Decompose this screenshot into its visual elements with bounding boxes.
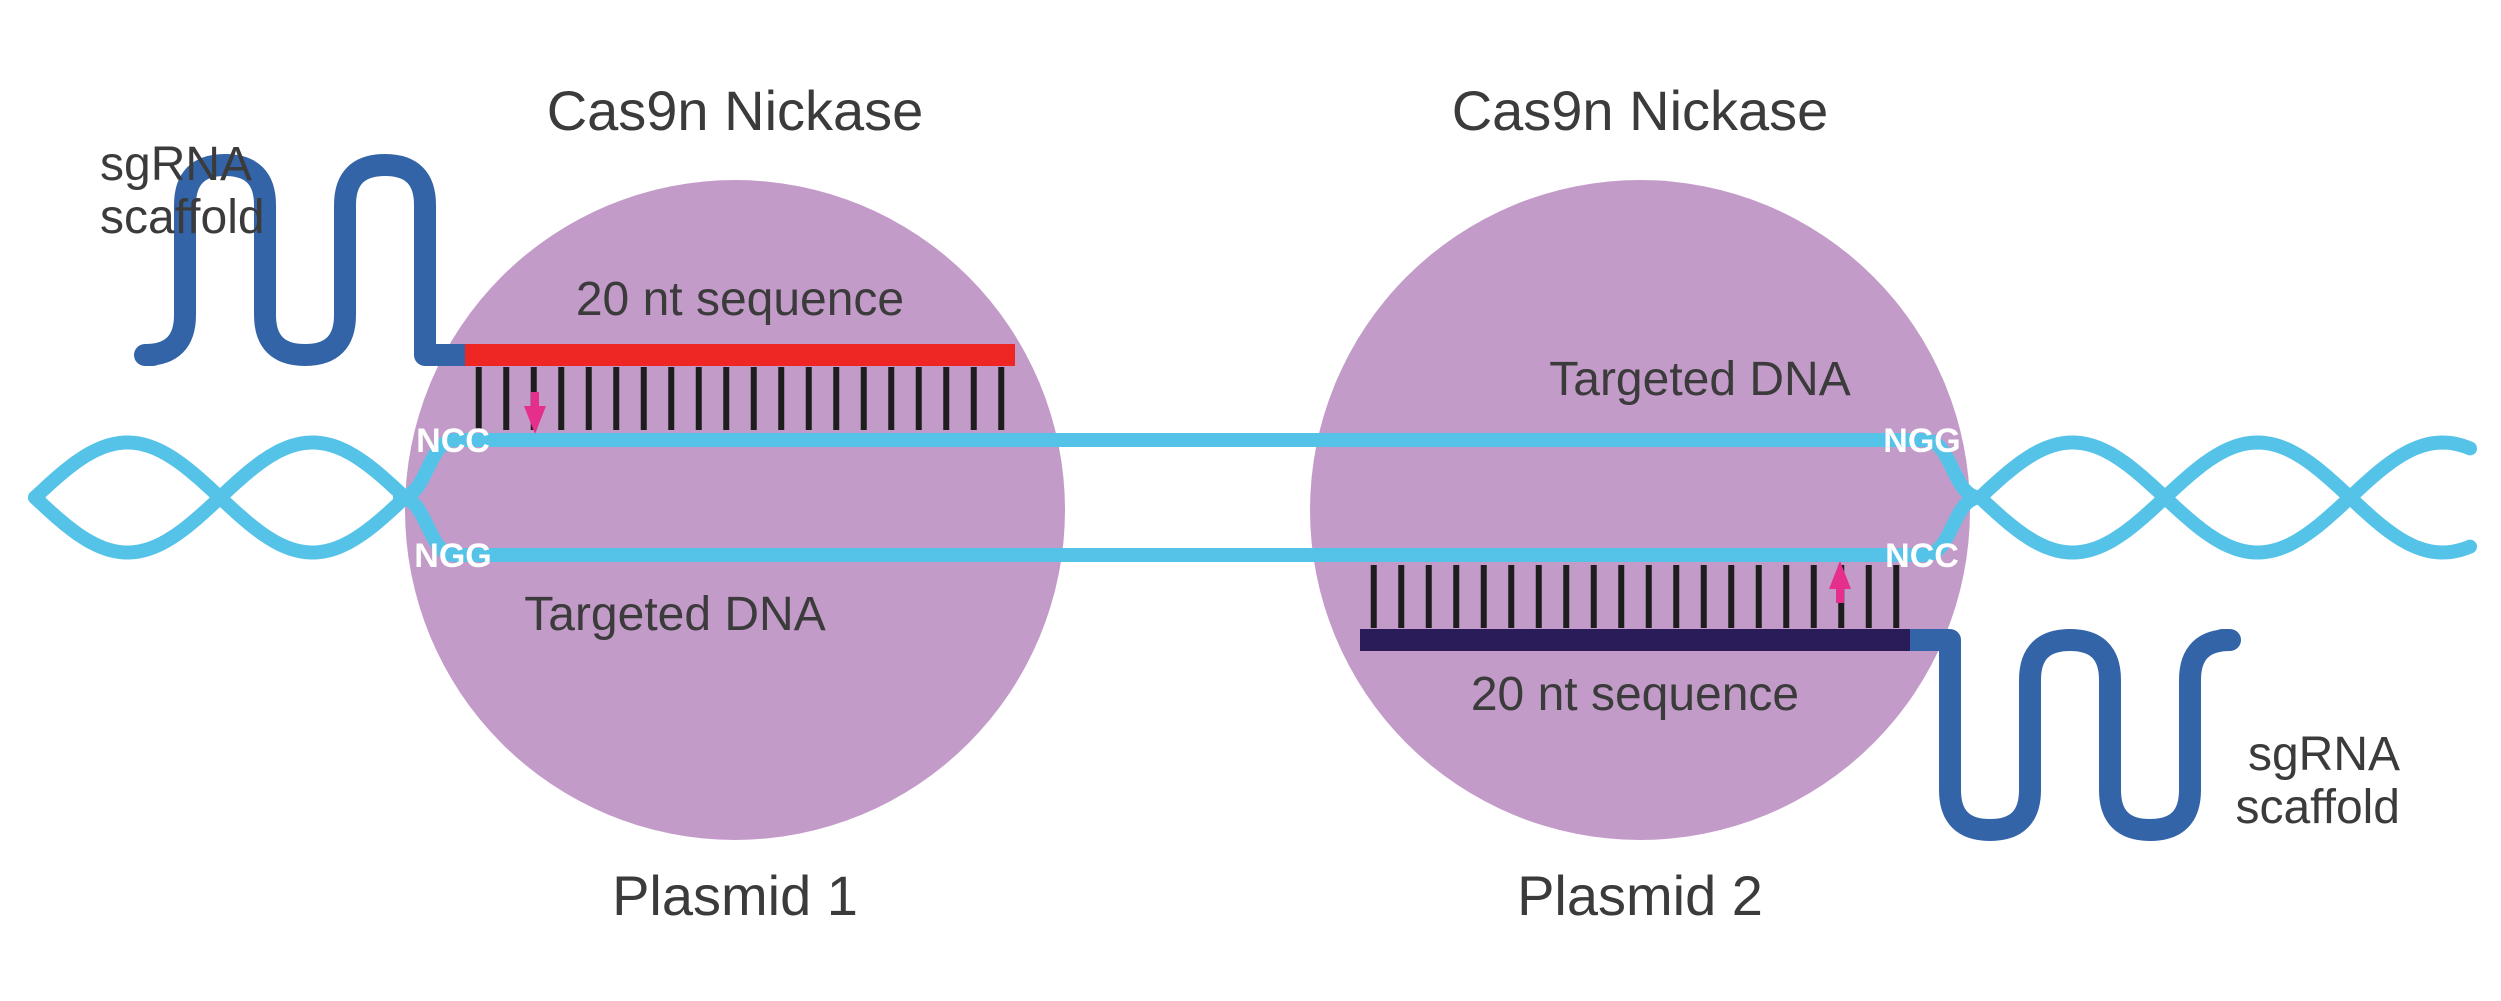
- label-cas9-right: Cas9n Nickase: [1452, 79, 1829, 142]
- label-targeted-left: Targeted DNA: [524, 588, 825, 641]
- pam-ncc-top-left: NCC: [416, 422, 490, 460]
- pam-ngg-top-right: NGG: [1883, 422, 1960, 460]
- label-sgrna-right: sgRNAscaffold: [2235, 728, 2400, 834]
- pam-ncc-bottom-right: NCC: [1885, 537, 1959, 575]
- label-plasmid-right: Plasmid 2: [1517, 864, 1763, 927]
- pam-ngg-bottom-left: NGG: [414, 537, 491, 575]
- cas9-circle-right: [1310, 180, 1970, 840]
- label-sgrna-left: sgRNAscaffold: [100, 138, 265, 244]
- label-seq-bottom: 20 nt sequence: [1471, 668, 1799, 721]
- label-seq-top: 20 nt sequence: [576, 273, 904, 326]
- sgrna-scaffold-right: [1925, 640, 2230, 830]
- label-plasmid-left: Plasmid 1: [612, 864, 858, 927]
- label-cas9-left: Cas9n Nickase: [547, 79, 924, 142]
- label-targeted-right: Targeted DNA: [1549, 353, 1850, 406]
